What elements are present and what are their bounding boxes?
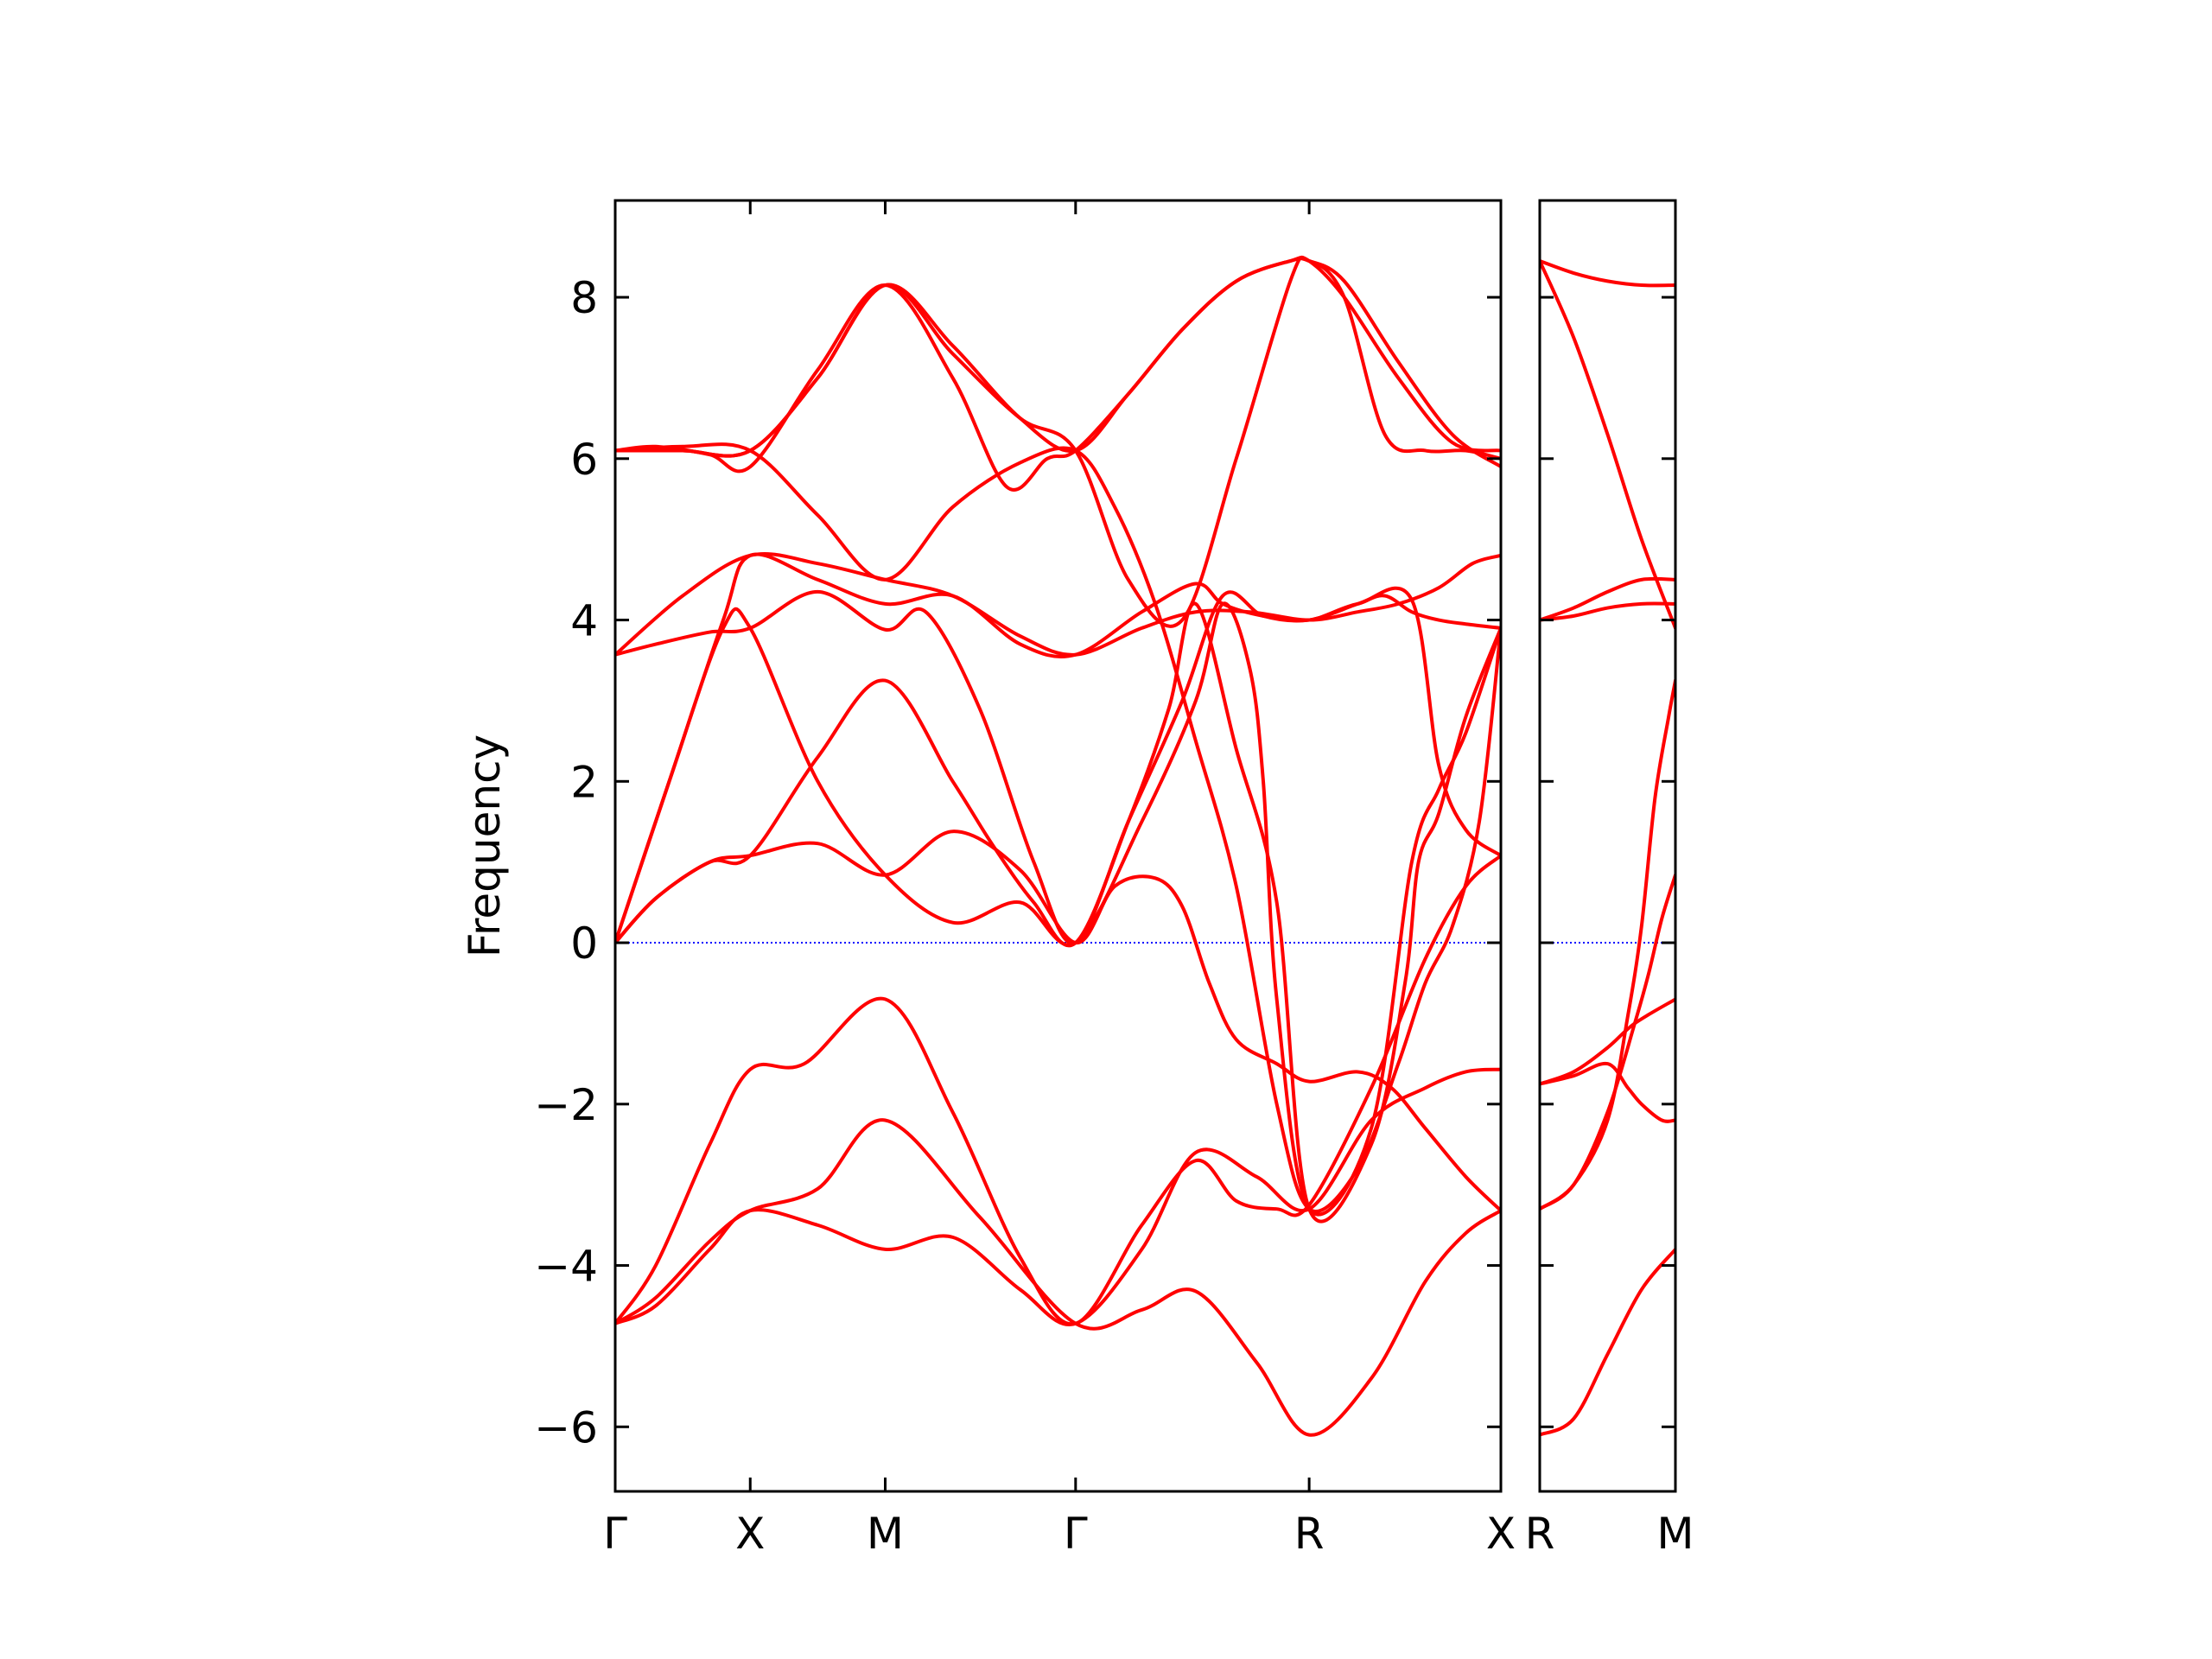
band-line-0-2 [615,854,1501,1326]
band-line-1-1 [1540,259,1675,630]
x-tick-label: M [1656,1509,1694,1559]
x-tick-label: X [1486,1509,1516,1559]
band-line-0-4 [615,552,1501,945]
y-tick-label: 6 [570,435,598,485]
x-tick-label: Γ [603,1509,627,1559]
band-line-1-7 [1540,873,1675,1211]
band-line-1-3 [1540,601,1675,622]
x-tick-label: R [1525,1509,1555,1559]
band-line-0-11 [615,255,1501,492]
band-line-0-12 [615,257,1501,469]
y-tick-label: 2 [570,757,598,807]
y-tick-label: −2 [534,1080,598,1130]
panel-main-frame [613,199,1503,1493]
y-tick-label: −4 [534,1242,598,1292]
band-line-1-0 [1540,259,1675,288]
x-tick-label: M [867,1509,904,1559]
band-line-0-1 [615,1067,1501,1327]
band-line-0-9 [615,442,1501,1213]
band-line-0-8 [615,551,1501,657]
band-line-0-0 [615,1118,1501,1437]
panel-right-frame [1538,199,1677,1493]
y-tick-label: 0 [570,918,598,969]
band-line-0-5 [615,601,1501,1217]
y-tick-label: 8 [570,273,598,323]
panel-main: Γ X M Γ R X −6 −4 −2 0 2 4 6 8 [534,199,1516,1559]
x-tick-label: Γ [1064,1509,1088,1559]
band-line-0-3 [615,830,1501,1213]
x-tick-label: X [735,1509,765,1559]
band-line-1-2 [1540,576,1675,622]
y-tick-label: 4 [570,596,598,646]
band-line-0-7 [615,586,1501,945]
band-line-1-5 [1540,997,1675,1086]
y-tick-label: −6 [534,1402,598,1452]
band-line-1-4 [1540,1061,1675,1123]
y-axis-label: Frequency [460,734,510,957]
band-line-1-8 [1540,1247,1675,1437]
x-tick-label: R [1294,1509,1325,1559]
band-line-0-6 [615,601,1501,1224]
